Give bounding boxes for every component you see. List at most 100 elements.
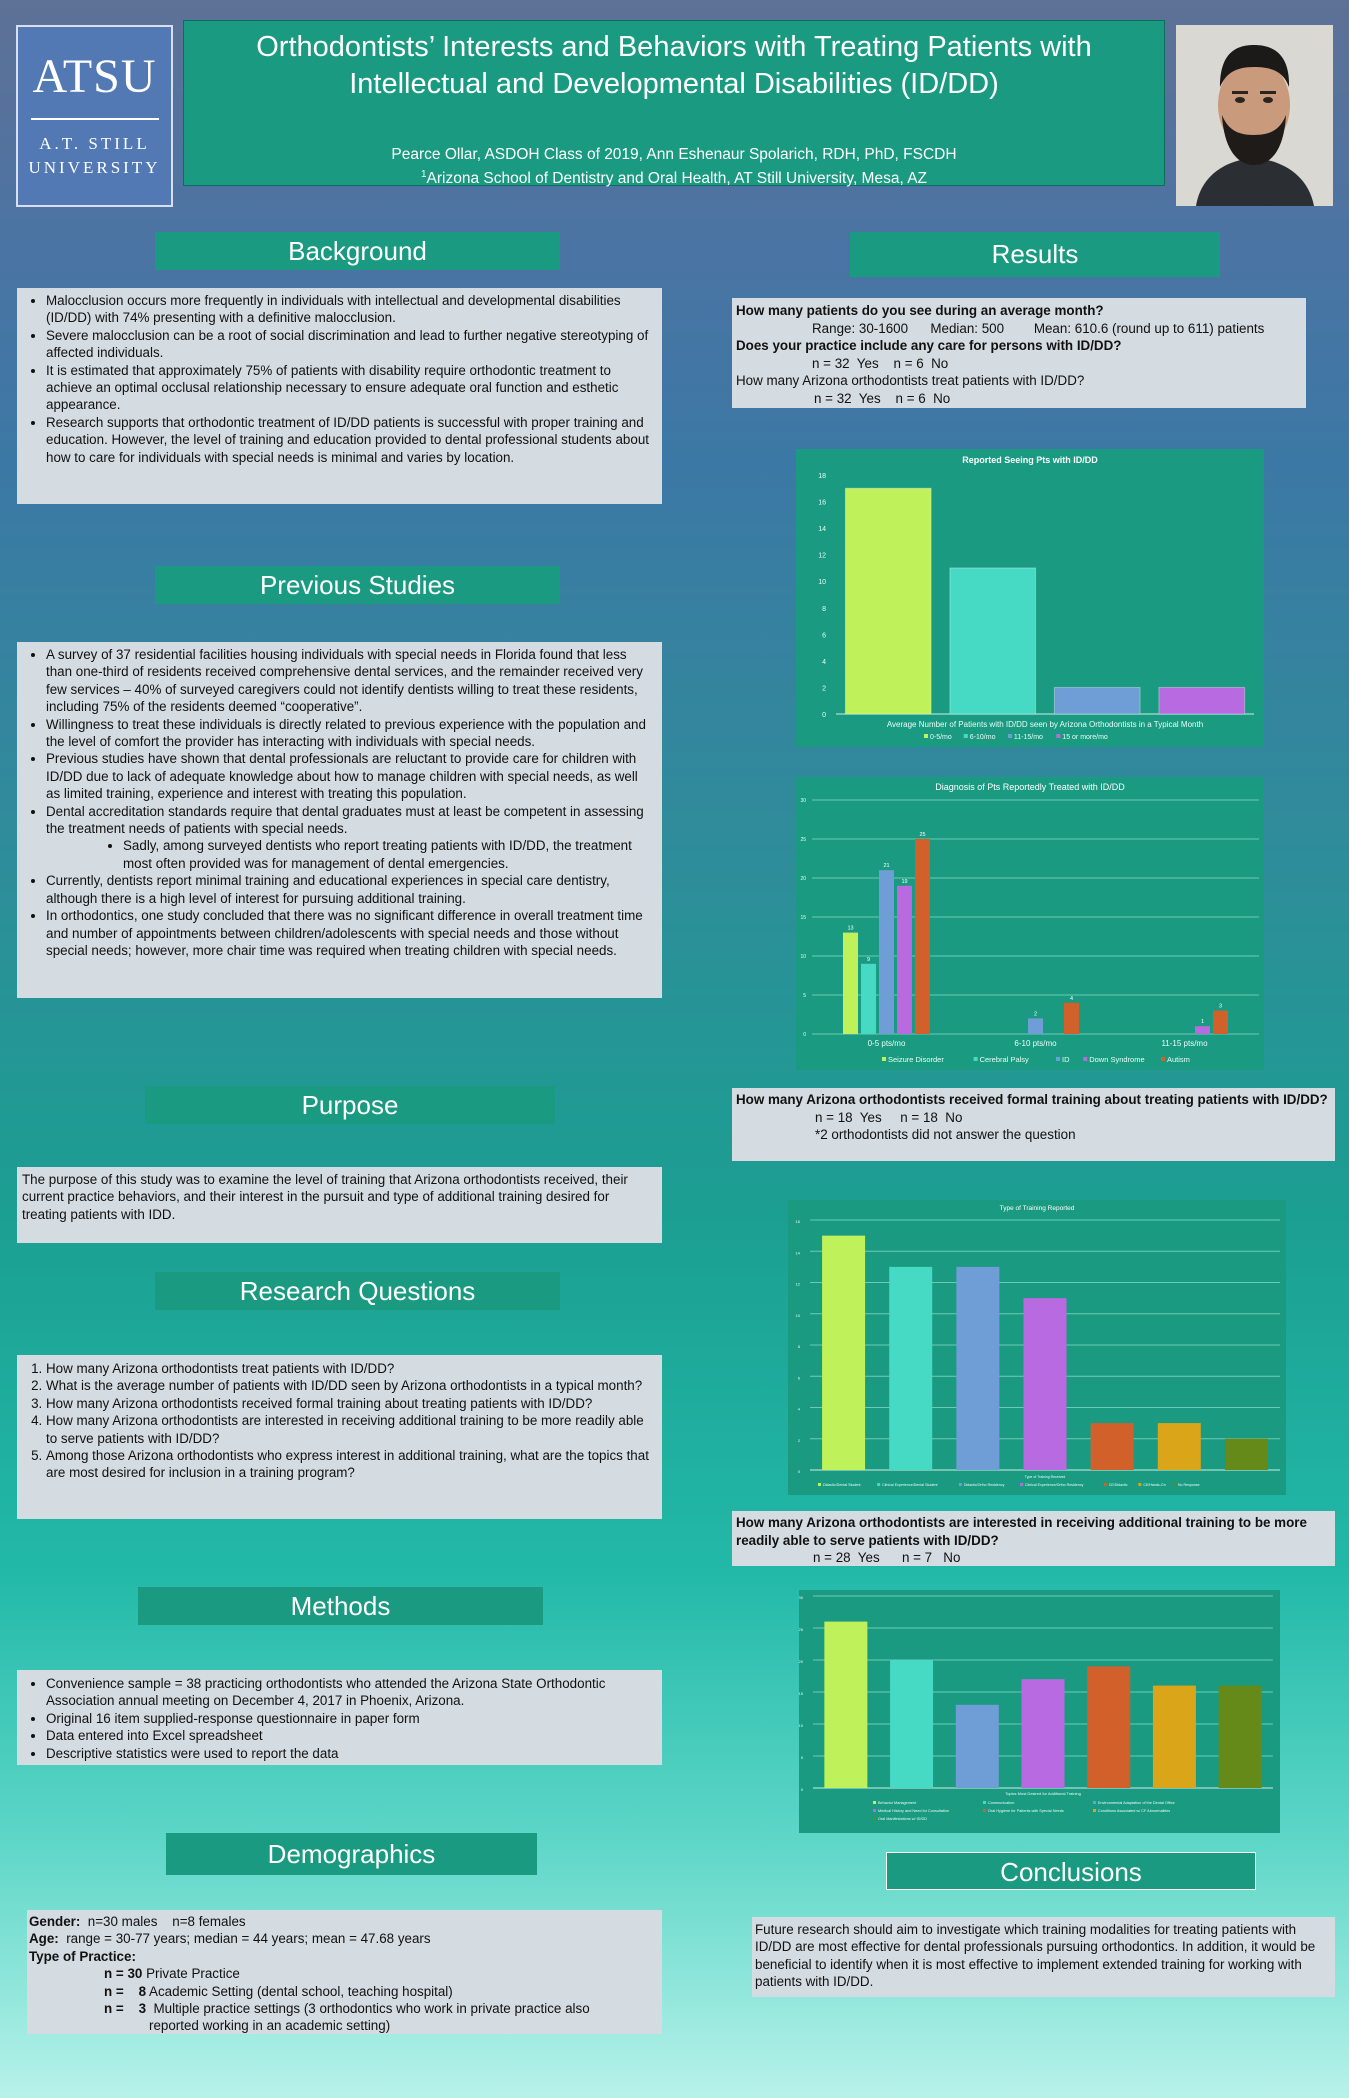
bar [915, 839, 930, 1034]
chart-title: Type of Training Reported [1000, 1205, 1075, 1212]
y-tick-label: 8 [798, 1344, 801, 1349]
age-value: range = 30-77 years; median = 44 years; … [58, 1931, 431, 1947]
bar [1028, 1018, 1043, 1034]
chart-topics-svg: 0 5 10 15 20 25 30 Topics Most Desired for Addi… [799, 1595, 1273, 1821]
y-tick-label: 10 [799, 1723, 804, 1728]
legend-label: No Response [1178, 1483, 1200, 1487]
legend-swatch [873, 1801, 876, 1804]
atsu-logo: ATSU A.T. Still University [16, 25, 173, 207]
demographics-heading: Demographics [166, 1833, 537, 1875]
list-item: Convenience sample = 38 practicing ortho… [46, 1675, 654, 1710]
results-heading: Results [850, 232, 1220, 277]
practice-line-1: n = 30 Private Practice [29, 1965, 660, 1982]
practice-line-3b: reported working in an academic setting) [149, 2018, 391, 2034]
legend-label: Communication [988, 1801, 1014, 1805]
results-note: *2 orthodontists did not answer the ques… [815, 1127, 1076, 1142]
bar [1090, 1423, 1134, 1470]
results-question: Does your practice include any care for … [736, 338, 1122, 353]
data-label: 19 [901, 879, 907, 885]
legend-label: Oral Hygiene for Patients with Special N… [988, 1809, 1064, 1813]
methods-box: Convenience sample = 38 practicing ortho… [17, 1670, 662, 1765]
legend-swatch [1093, 1809, 1096, 1812]
legend-swatch [1138, 1483, 1142, 1486]
list-item: Descriptive statistics were used to repo… [46, 1745, 654, 1762]
y-tick-label: 14 [796, 1250, 801, 1255]
y-tick-label: 25 [800, 837, 806, 843]
y-tick-label: 12 [796, 1282, 801, 1287]
chart-title: Diagnosis of Pts Reportedly Treated with… [935, 782, 1125, 792]
y-tick-label: 20 [800, 876, 806, 882]
conclusions-heading: Conclusions [886, 1852, 1256, 1890]
previous-studies-sublist: Sadly, among surveyed dentists who repor… [25, 837, 654, 872]
legend-swatch [973, 1057, 978, 1061]
bar [861, 963, 876, 1034]
legend-label: Didactic/Ortho Residency [964, 1483, 1005, 1487]
y-tick-label: 8 [822, 606, 826, 613]
gender-line: Gender: n=30 males n=8 females [29, 1913, 660, 1930]
background-heading: Background [155, 232, 560, 270]
bar [1195, 1026, 1210, 1034]
y-tick-label: 2 [822, 685, 826, 692]
conclusions-text: Future research should aim to investigat… [755, 1922, 1316, 1990]
legend-label: CE/Hands-On [1143, 1483, 1165, 1487]
results-answer: n = 28 Yes n = 7 No [813, 1550, 961, 1565]
logo-wordmark: ATSU [32, 50, 157, 103]
y-tick-label: 10 [796, 1313, 801, 1318]
list-item: How many Arizona orthodontists treat pat… [46, 1360, 654, 1377]
legend-label: Clinical Experience/Ortho Residency [1025, 1483, 1084, 1487]
chart-title: Reported Seeing Pts with ID/DD [962, 455, 1098, 465]
bar [1087, 1666, 1131, 1788]
bar [843, 932, 858, 1034]
y-tick-label: 4 [822, 659, 826, 666]
legend-label: Oral Manifestations w/ ID/DD [878, 1817, 927, 1821]
y-tick-label: 10 [818, 579, 826, 586]
bar [1158, 686, 1246, 715]
purpose-heading: Purpose [145, 1086, 555, 1124]
bar [1213, 1010, 1228, 1034]
practice-label: Type of Practice: [29, 1948, 136, 1964]
legend-label: 15 or more/mo [1062, 734, 1108, 741]
chart-diagnosis: Diagnosis of Pts Reportedly Treated with… [796, 777, 1264, 1070]
affiliation-superscript: 1 [420, 169, 427, 180]
list-item: What is the average number of patients w… [46, 1377, 654, 1394]
bar [1218, 1685, 1262, 1788]
bar [879, 870, 894, 1034]
poster-title: Orthodontists’ Interests and Behaviors w… [184, 29, 1164, 103]
data-label: 4 [1070, 996, 1073, 1002]
x-axis-label: Topics Most Desired for Additional Train… [1005, 1791, 1081, 1796]
legend-label: 6-10/mo [970, 734, 996, 741]
legend-swatch [1093, 1801, 1096, 1804]
previous-studies-box: A survey of 37 residential facilities ho… [17, 642, 662, 998]
bar [844, 487, 932, 715]
bar [949, 567, 1037, 715]
legend-label: Didactic/Dental Student [823, 1483, 861, 1487]
y-tick-label: 6 [822, 632, 826, 639]
previous-studies-heading: Previous Studies [155, 566, 560, 604]
previous-studies-list: A survey of 37 residential facilities ho… [25, 646, 654, 837]
background-box: Malocclusion occurs more frequently in i… [17, 288, 662, 504]
legend-label: Cerebral Palsy [980, 1055, 1029, 1064]
y-tick-label: 20 [799, 1659, 804, 1664]
y-tick-label: 2 [798, 1438, 801, 1443]
x-axis-label: Average Number of Patients with ID/DD se… [887, 720, 1203, 729]
practice-count: n = 3 [104, 2001, 147, 2017]
y-tick-label: 0 [822, 712, 826, 719]
y-tick-label: 12 [818, 553, 826, 560]
list-item: Previous studies have shown that dental … [46, 750, 654, 802]
list-item: Currently, dentists report minimal train… [46, 872, 654, 907]
demographics-box: Gender: n=30 males n=8 females Age: rang… [27, 1910, 662, 2034]
list-item: Dental accreditation standards require t… [46, 803, 654, 838]
x-tick-label: 11-15 pts/mo [1161, 1039, 1208, 1048]
logo-line2: University [28, 158, 161, 177]
y-tick-label: 10 [800, 954, 806, 960]
legend-swatch [924, 734, 928, 738]
portrait-image [1176, 25, 1333, 206]
y-tick-label: 30 [800, 798, 806, 804]
list-item: In orthodontics, one study concluded tha… [46, 907, 654, 959]
y-tick-label: 30 [799, 1595, 804, 1600]
y-tick-label: 0 [801, 1787, 804, 1792]
bar [956, 1266, 1000, 1470]
data-label: 21 [883, 863, 889, 869]
practice-type: Academic Setting (dental school, teachin… [146, 1983, 453, 1999]
legend-label: Environmental Adaptation of the Dental O… [1098, 1801, 1175, 1805]
